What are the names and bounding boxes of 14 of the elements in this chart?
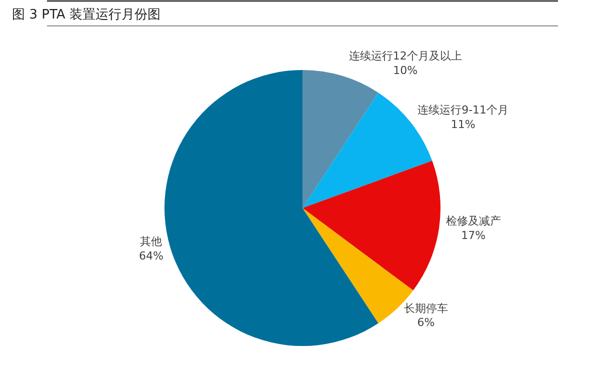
data-label: 64% [139,249,164,262]
slice-label: 长期停车 [404,302,448,315]
data-label: 11% [450,118,476,131]
slice-label: 其他 [140,235,162,248]
chart-title: 图 3 PTA 装置运行月份图 [12,7,160,22]
data-label: 17% [461,228,486,242]
pie-slice [164,70,378,346]
data-label: 10% [393,64,418,77]
pie-slice [302,160,440,290]
slice-label: 检修及减产 [446,214,501,228]
pie-slice [302,70,378,208]
slice-label: 连续运行12个月及以上 [348,50,462,63]
data-label: 6% [417,316,435,330]
slice-label: 连续运行9-11个月 [418,104,509,117]
